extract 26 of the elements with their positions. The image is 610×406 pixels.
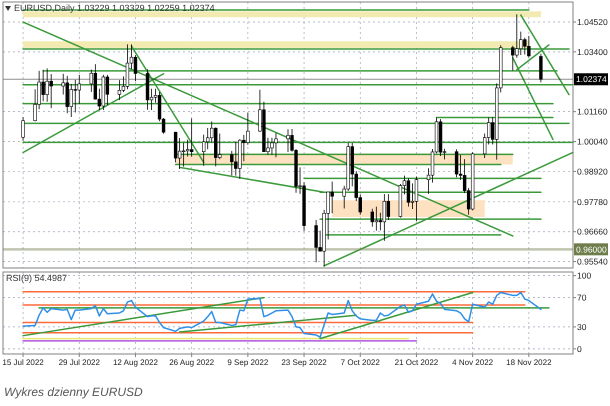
chart-title: RSI(9) 54.4987 — [6, 273, 68, 283]
x-tick-label: 12 Aug 2022 — [112, 358, 158, 367]
y-tick-label: 0 — [577, 344, 582, 354]
y-tick-label: 1.01160 — [577, 106, 608, 117]
ref-line-label: 1.02374 — [576, 74, 607, 84]
x-tick-label: 15 Jul 2022 — [2, 358, 44, 367]
y-tick-label: 1.03400 — [577, 46, 608, 57]
x-tick-label: 4 Nov 2022 — [452, 358, 494, 367]
x-tick-label: 29 Jul 2022 — [58, 358, 100, 367]
y-tick-label: 30 — [577, 322, 587, 332]
y-tick-label: 0.98920 — [577, 166, 608, 176]
x-tick-label: 21 Oct 2022 — [394, 358, 439, 367]
y-tick-label: 1.04520 — [577, 16, 608, 27]
x-tick-label: 23 Sep 2022 — [281, 358, 328, 367]
y-tick-label: 100 — [577, 270, 592, 281]
y-tick-label: 0.97780 — [577, 196, 608, 207]
y-tick-label: 0.95540 — [577, 256, 608, 267]
x-tick-label: 26 Aug 2022 — [169, 358, 215, 367]
y-tick-label: 70 — [577, 292, 587, 303]
x-tick-label: 9 Sep 2022 — [227, 358, 269, 367]
y-tick-label: 1.00040 — [577, 136, 608, 147]
text: Wykres dzienny EURUSD — [4, 385, 144, 399]
y-tick-label: 0.96660 — [577, 226, 608, 237]
x-tick-label: 7 Oct 2022 — [340, 358, 380, 367]
x-tick-label: 18 Nov 2022 — [506, 358, 552, 367]
ref-line-label: 0.96000 — [576, 244, 607, 254]
